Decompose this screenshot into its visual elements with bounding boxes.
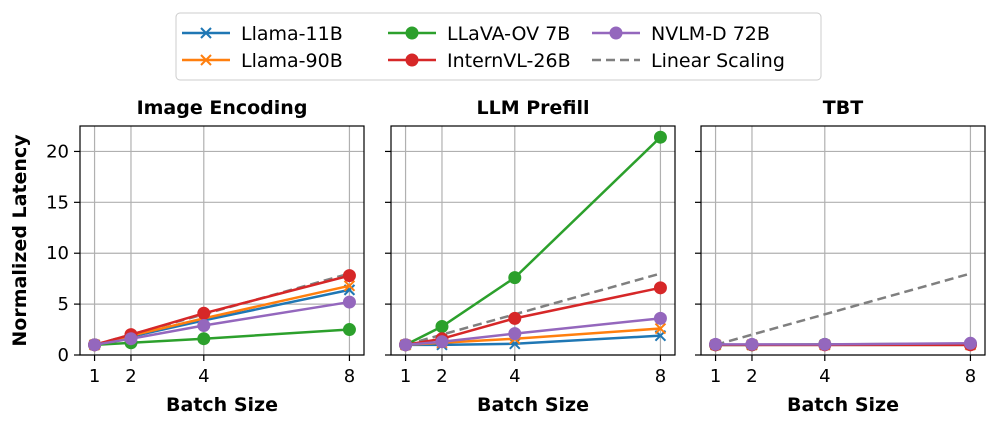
panel-llm-prefill-frame xyxy=(390,125,676,356)
panel-llm-prefill-series-llama-90b-point-stroke-b xyxy=(654,322,667,335)
panel-tbt-xtick-label: 8 xyxy=(965,366,976,387)
legend-item-llama-11b: Llama-11B xyxy=(182,23,343,45)
panel-image-encoding: 1 2 4 8 0 5 10 15 20 Image Encoding Batch Size Norm… xyxy=(9,97,365,416)
panel-llm-prefill-series-nvlm-d-72b-line xyxy=(405,317,661,347)
panel-llm-prefill-title: LLM Prefill xyxy=(476,97,589,119)
panel-tbt: 1 2 4 8 TBT Batch Size xyxy=(695,97,986,416)
panel-image-encoding-ytick-label: 15 xyxy=(46,192,69,213)
panel-llm-prefill-series-llava-ov-7b-point xyxy=(653,130,667,144)
panel-llm-prefill-series-llama-11b-point xyxy=(509,338,521,350)
panel-tbt-xlabel: Batch Size xyxy=(787,394,899,416)
panel-llm-prefill-series-nvlm-d-72b-point xyxy=(653,311,667,325)
panel-llm-prefill-series-llava-ov-7b-line xyxy=(405,136,662,346)
legend: Llama-11B Llama-90B LLaVA-OV 7B InternVL-26… xyxy=(175,12,822,81)
panel-image-encoding-series-nvlm-d-72b-point xyxy=(342,295,356,309)
panel-image-encoding-xtick-label: 8 xyxy=(344,366,355,387)
panel-llm-prefill-xtick-label: 8 xyxy=(655,366,666,387)
panel-tbt-series-nvlm-d-72b-point xyxy=(709,337,723,351)
panel-image-encoding-title: Image Encoding xyxy=(137,97,308,119)
panel-image-encoding-series-nvlm-d-72b-point xyxy=(88,338,102,352)
panel-tbt-series-nvlm-d-72b-point xyxy=(745,337,759,351)
panel-llm-prefill-series-llava-ov-7b-point xyxy=(508,271,522,285)
legend-item-nvlm-d-72b-marker xyxy=(609,26,623,40)
panel-llm-prefill-series-llama-90b-point xyxy=(654,322,667,335)
panel-tbt-xtick-label: 1 xyxy=(710,366,721,387)
panel-image-encoding-ytick-label: 10 xyxy=(46,243,69,264)
legend-item-llama-90b-marker-stroke-b xyxy=(200,54,212,66)
panel-llm-prefill-series-internvl-26b-point xyxy=(653,281,667,295)
panel-llm-prefill-xtick-label: 1 xyxy=(400,366,411,387)
panel-tbt-series-nvlm-d-72b-point xyxy=(963,336,977,350)
panel-llm-prefill-series-llava-ov-7b xyxy=(399,130,667,352)
panel-tbt-series-nvlm-d-72b-line xyxy=(715,342,971,346)
panel-image-encoding-series-llava-ov-7b-point xyxy=(342,323,356,337)
panel-llm-prefill-series-internvl-26b-line xyxy=(405,286,661,347)
panel-llm-prefill-series-llava-ov-7b-point xyxy=(435,320,449,334)
panel-image-encoding-ylabel: Normalized Latency xyxy=(9,134,31,347)
legend-item-llama-11b-label: Llama-11B xyxy=(241,23,343,45)
panel-llm-prefill-series-nvlm-d-72b-point xyxy=(508,327,522,341)
panel-tbt-series-linear-scaling-line xyxy=(715,272,971,347)
legend-item-llama-11b-marker-stroke-b xyxy=(200,27,212,39)
legend-item-llava-ov-7b-marker xyxy=(405,26,419,40)
panel-image-encoding-ytick-label: 5 xyxy=(58,294,69,315)
legend-frame xyxy=(175,12,822,81)
panel-image-encoding-xtick-label: 1 xyxy=(89,366,100,387)
legend-item-internvl-26b-label: InternVL-26B xyxy=(447,50,571,72)
panel-image-encoding-series-llama-90b-point-stroke-b xyxy=(343,280,356,292)
panel-image-encoding-series-nvlm-d-72b xyxy=(88,295,356,352)
panel-llm-prefill-series-nvlm-d-72b-point xyxy=(435,335,449,349)
panel-image-encoding-series-nvlm-d-72b-point xyxy=(197,318,211,332)
legend-item-llama-90b-label: Llama-90B xyxy=(241,50,343,72)
legend-item-llava-ov-7b: LLaVA-OV 7B xyxy=(388,23,570,45)
panel-image-encoding-series-nvlm-d-72b-line xyxy=(94,300,350,347)
panel-llm-prefill-series-linear-scaling xyxy=(405,272,661,347)
panel-image-encoding-ytick-label: 20 xyxy=(46,141,69,162)
panel-image-encoding-xtick-label: 4 xyxy=(198,366,209,387)
panel-image-encoding-series-llama-90b-point xyxy=(343,280,356,292)
panel-llm-prefill-series-linear-scaling-line xyxy=(405,272,661,347)
panel-tbt-xtick-label: 2 xyxy=(746,366,757,387)
legend-item-linear-scaling: Linear Scaling xyxy=(592,50,785,72)
panel-image-encoding-ytick-label: 0 xyxy=(58,345,69,366)
panel-tbt-series-linear-scaling xyxy=(715,272,971,347)
legend-item-nvlm-d-72b-label: NVLM-D 72B xyxy=(651,23,770,45)
panel-tbt-series-nvlm-d-72b xyxy=(709,336,977,351)
panel-llm-prefill-series-internvl-26b-point xyxy=(508,311,522,325)
panel-image-encoding-series-llava-ov-7b-line xyxy=(94,328,350,347)
panel-llm-prefill-series-nvlm-d-72b-point xyxy=(399,338,413,352)
panel-image-encoding-series-internvl-26b-point xyxy=(342,269,356,283)
panel-image-encoding-series-internvl-26b-point xyxy=(197,306,211,320)
panel-image-encoding-series-llama-11b-point-stroke-b xyxy=(343,284,356,296)
legend-item-llama-90b-marker xyxy=(200,54,212,66)
panel-image-encoding-xlabel: Batch Size xyxy=(166,394,278,416)
panel-tbt-series-nvlm-d-72b-point xyxy=(818,337,832,351)
legend-item-llava-ov-7b-label: LLaVA-OV 7B xyxy=(447,23,570,45)
panel-image-encoding-series-internvl-26b-line xyxy=(94,274,350,347)
legend-item-linear-scaling-label: Linear Scaling xyxy=(651,50,785,72)
legend-item-llama-90b: Llama-90B xyxy=(182,50,343,72)
panel-image-encoding-series-nvlm-d-72b-point xyxy=(124,332,138,346)
panel-tbt-title: TBT xyxy=(823,97,863,119)
legend-item-nvlm-d-72b: NVLM-D 72B xyxy=(592,23,770,45)
legend-item-llama-11b-marker xyxy=(200,27,212,39)
legend-item-internvl-26b: InternVL-26B xyxy=(388,50,571,72)
panel-tbt-frame xyxy=(700,125,986,356)
panel-tbt-xtick-label: 4 xyxy=(819,366,830,387)
legend-item-internvl-26b-marker xyxy=(405,53,419,67)
panel-image-encoding-xtick-label: 2 xyxy=(125,366,136,387)
panel-image-encoding-series-llava-ov-7b-point xyxy=(197,332,211,346)
panel-llm-prefill-series-nvlm-d-72b xyxy=(399,311,667,352)
panel-llm-prefill: 1 2 4 8 LLM Prefill Batch Size xyxy=(385,97,676,416)
panel-image-encoding-frame xyxy=(79,125,365,356)
panel-llm-prefill-xtick-label: 2 xyxy=(436,366,447,387)
panel-llm-prefill-xtick-label: 4 xyxy=(509,366,520,387)
panel-llm-prefill-series-llama-11b-point-stroke-b xyxy=(509,338,521,350)
panel-llm-prefill-xlabel: Batch Size xyxy=(477,394,589,416)
